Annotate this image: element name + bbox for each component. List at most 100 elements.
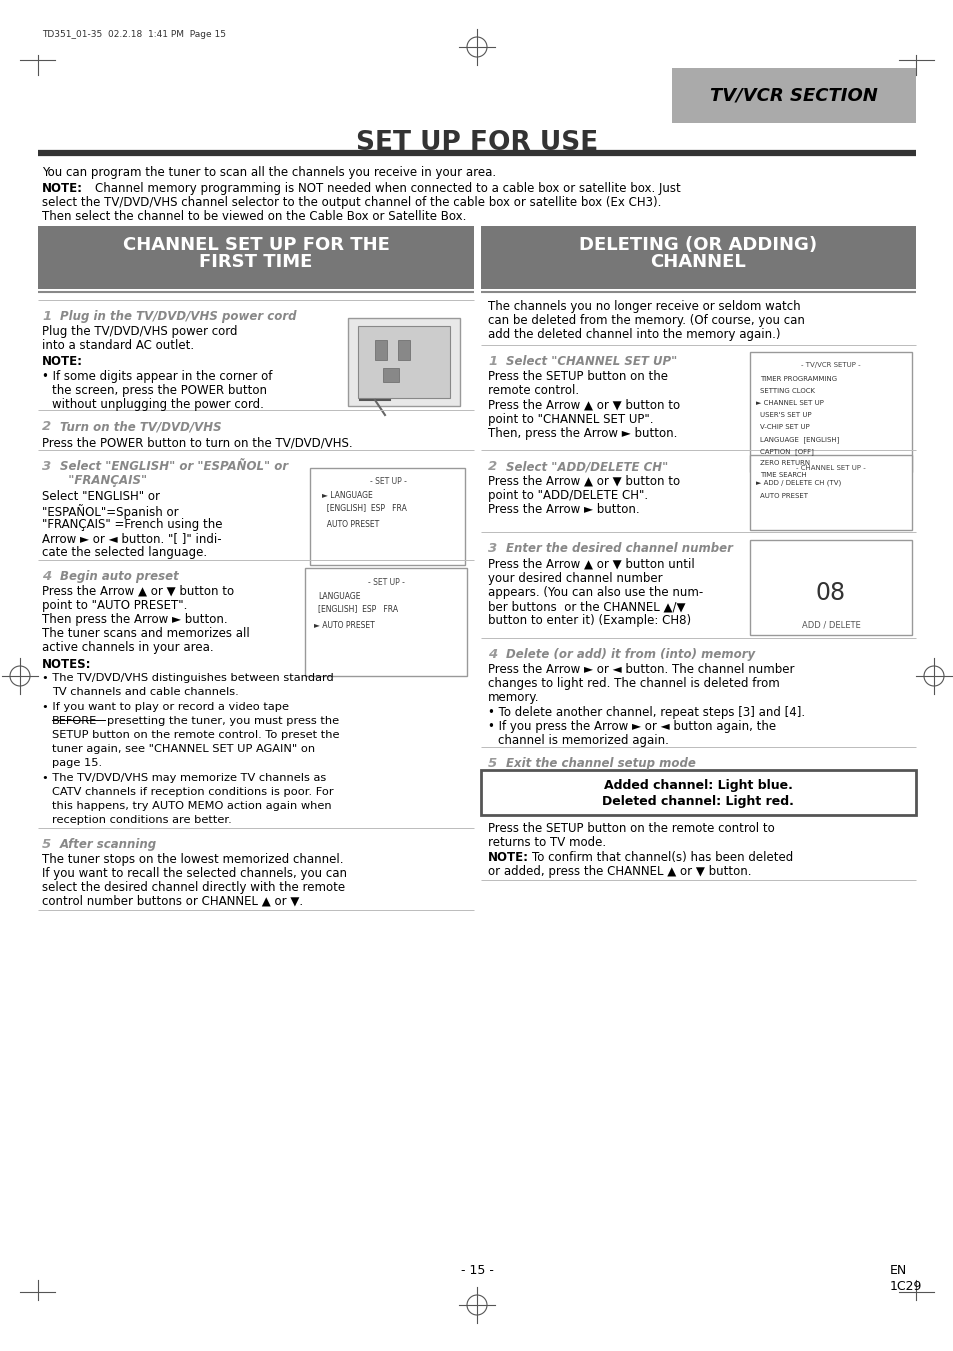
Text: • If some digits appear in the corner of: • If some digits appear in the corner of xyxy=(42,370,273,382)
Text: ber buttons  or the CHANNEL ▲/▼: ber buttons or the CHANNEL ▲/▼ xyxy=(488,600,685,613)
Text: 2: 2 xyxy=(42,420,51,434)
Text: without unplugging the power cord.: without unplugging the power cord. xyxy=(52,399,264,411)
Text: TIME SEARCH: TIME SEARCH xyxy=(760,471,806,478)
Text: NOTE:: NOTE: xyxy=(42,182,83,195)
Text: The tuner stops on the lowest memorized channel.: The tuner stops on the lowest memorized … xyxy=(42,852,343,866)
Text: reception conditions are better.: reception conditions are better. xyxy=(52,815,232,825)
Text: 3: 3 xyxy=(42,459,51,473)
Text: Press the Arrow ▲ or ▼ button until: Press the Arrow ▲ or ▼ button until xyxy=(488,558,694,571)
Text: 1: 1 xyxy=(488,355,497,367)
Bar xyxy=(357,326,450,399)
Bar xyxy=(749,455,911,530)
Text: NOTE:: NOTE: xyxy=(488,851,529,865)
Text: Press the Arrow ▲ or ▼ button to: Press the Arrow ▲ or ▼ button to xyxy=(42,585,233,598)
Text: Delete (or add) it from (into) memory: Delete (or add) it from (into) memory xyxy=(505,648,755,661)
Text: The tuner scans and memorizes all: The tuner scans and memorizes all xyxy=(42,627,250,640)
Text: 3: 3 xyxy=(488,542,497,555)
Text: this happens, try AUTO MEMO action again when: this happens, try AUTO MEMO action again… xyxy=(52,801,332,811)
Text: Then press the Arrow ► button.: Then press the Arrow ► button. xyxy=(42,613,228,626)
Text: Arrow ► or ◄ button. "[ ]" indi-: Arrow ► or ◄ button. "[ ]" indi- xyxy=(42,532,221,544)
Text: [ENGLISH]  ESP   FRA: [ENGLISH] ESP FRA xyxy=(322,503,406,512)
Text: Press the SETUP button on the: Press the SETUP button on the xyxy=(488,370,667,382)
Text: CHANNEL SET UP FOR THE: CHANNEL SET UP FOR THE xyxy=(122,236,389,254)
Text: tuner again, see "CHANNEL SET UP AGAIN" on: tuner again, see "CHANNEL SET UP AGAIN" … xyxy=(52,744,314,754)
Text: changes to light red. The channel is deleted from: changes to light red. The channel is del… xyxy=(488,677,779,690)
Text: Enter the desired channel number: Enter the desired channel number xyxy=(505,542,732,555)
Bar xyxy=(382,367,398,382)
Text: returns to TV mode.: returns to TV mode. xyxy=(488,836,605,848)
Text: active channels in your area.: active channels in your area. xyxy=(42,640,213,654)
Text: BEFORE: BEFORE xyxy=(52,716,97,725)
Text: LANGUAGE: LANGUAGE xyxy=(317,592,360,601)
Text: Select "ENGLISH" or: Select "ENGLISH" or xyxy=(42,490,160,503)
Bar xyxy=(749,353,911,471)
Text: EN: EN xyxy=(889,1263,906,1277)
Text: Press the POWER button to turn on the TV/DVD/VHS.: Press the POWER button to turn on the TV… xyxy=(42,436,353,449)
Text: 2: 2 xyxy=(488,459,497,473)
Text: Select "ENGLISH" or "ESPAÑOL" or: Select "ENGLISH" or "ESPAÑOL" or xyxy=(60,459,288,473)
Text: "FRANÇAIS": "FRANÇAIS" xyxy=(60,474,147,486)
Text: - 15 -: - 15 - xyxy=(460,1263,493,1277)
Text: Press the Arrow ▲ or ▼ button to: Press the Arrow ▲ or ▼ button to xyxy=(488,399,679,412)
Text: Select "CHANNEL SET UP": Select "CHANNEL SET UP" xyxy=(505,355,677,367)
Bar xyxy=(38,226,474,289)
Text: - TV/VCR SETUP -: - TV/VCR SETUP - xyxy=(801,362,860,367)
Text: "FRANÇAIS" =French using the: "FRANÇAIS" =French using the xyxy=(42,517,222,531)
Bar xyxy=(671,68,915,123)
Text: V-CHIP SET UP: V-CHIP SET UP xyxy=(760,424,809,430)
Text: - CHANNEL SET UP -: - CHANNEL SET UP - xyxy=(796,465,865,471)
Text: ► ADD / DELETE CH (TV): ► ADD / DELETE CH (TV) xyxy=(755,480,841,485)
Bar xyxy=(348,317,459,407)
Text: TV/VCR SECTION: TV/VCR SECTION xyxy=(709,86,877,104)
Text: You can program the tuner to scan all the channels you receive in your area.: You can program the tuner to scan all th… xyxy=(42,166,496,178)
Bar xyxy=(749,540,911,635)
Text: Select "ADD/DELETE CH": Select "ADD/DELETE CH" xyxy=(505,459,667,473)
Text: or added, press the CHANNEL ▲ or ▼ button.: or added, press the CHANNEL ▲ or ▼ butto… xyxy=(488,865,751,878)
Text: AUTO PRESET: AUTO PRESET xyxy=(322,520,379,530)
Text: add the deleted channel into the memory again.): add the deleted channel into the memory … xyxy=(488,328,780,340)
Text: into a standard AC outlet.: into a standard AC outlet. xyxy=(42,339,193,353)
Text: 08: 08 xyxy=(815,581,845,605)
Text: SETTING CLOCK: SETTING CLOCK xyxy=(760,388,814,394)
Text: 4: 4 xyxy=(488,648,497,661)
Text: point to "CHANNEL SET UP".: point to "CHANNEL SET UP". xyxy=(488,413,653,426)
Text: 5: 5 xyxy=(42,838,51,851)
Bar xyxy=(305,567,467,676)
Text: ► LANGUAGE: ► LANGUAGE xyxy=(322,490,373,500)
Text: TD351_01-35  02.2.18  1:41 PM  Page 15: TD351_01-35 02.2.18 1:41 PM Page 15 xyxy=(42,30,226,39)
Text: • If you want to play or record a video tape: • If you want to play or record a video … xyxy=(42,703,289,712)
Text: point to "AUTO PRESET".: point to "AUTO PRESET". xyxy=(42,598,187,612)
Text: AUTO PRESET: AUTO PRESET xyxy=(760,493,807,499)
Text: presetting the tuner, you must press the: presetting the tuner, you must press the xyxy=(107,716,338,725)
Text: USER'S SET UP: USER'S SET UP xyxy=(760,412,811,417)
Text: button to enter it) (Example: CH8): button to enter it) (Example: CH8) xyxy=(488,613,690,627)
Text: Plug in the TV/DVD/VHS power cord: Plug in the TV/DVD/VHS power cord xyxy=(60,309,296,323)
Text: DELETING (OR ADDING): DELETING (OR ADDING) xyxy=(578,236,816,254)
Text: the screen, press the POWER button: the screen, press the POWER button xyxy=(52,384,267,397)
Text: After scanning: After scanning xyxy=(60,838,157,851)
Text: • If you press the Arrow ► or ◄ button again, the: • If you press the Arrow ► or ◄ button a… xyxy=(488,720,776,734)
Text: Press the Arrow ► or ◄ button. The channel number: Press the Arrow ► or ◄ button. The chann… xyxy=(488,663,794,676)
Text: "ESPAÑOL"=Spanish or: "ESPAÑOL"=Spanish or xyxy=(42,504,178,519)
Text: 1C29: 1C29 xyxy=(889,1279,922,1293)
Bar xyxy=(397,340,410,359)
Text: your desired channel number: your desired channel number xyxy=(488,571,662,585)
Text: To confirm that channel(s) has been deleted: To confirm that channel(s) has been dele… xyxy=(532,851,792,865)
Text: [ENGLISH]  ESP   FRA: [ENGLISH] ESP FRA xyxy=(317,604,397,613)
Text: • To delete another channel, repeat steps [3] and [4].: • To delete another channel, repeat step… xyxy=(488,707,804,719)
Text: appears. (You can also use the num-: appears. (You can also use the num- xyxy=(488,586,702,598)
Text: Press the Arrow ▲ or ▼ button to: Press the Arrow ▲ or ▼ button to xyxy=(488,476,679,488)
Text: • The TV/DVD/VHS distinguishes between standard: • The TV/DVD/VHS distinguishes between s… xyxy=(42,673,334,684)
Text: Exit the channel setup mode: Exit the channel setup mode xyxy=(505,757,695,770)
Text: The channels you no longer receive or seldom watch: The channels you no longer receive or se… xyxy=(488,300,800,313)
Text: • The TV/DVD/VHS may memorize TV channels as: • The TV/DVD/VHS may memorize TV channel… xyxy=(42,773,326,784)
Text: Then, press the Arrow ► button.: Then, press the Arrow ► button. xyxy=(488,427,677,440)
Text: 4: 4 xyxy=(42,570,51,584)
Text: cate the selected language.: cate the selected language. xyxy=(42,546,207,559)
Text: If you want to recall the selected channels, you can: If you want to recall the selected chann… xyxy=(42,867,347,880)
Text: memory.: memory. xyxy=(488,690,539,704)
Text: channel is memorized again.: channel is memorized again. xyxy=(497,734,668,747)
Text: Then select the channel to be viewed on the Cable Box or Satellite Box.: Then select the channel to be viewed on … xyxy=(42,209,466,223)
Bar xyxy=(480,770,915,815)
Text: CHANNEL: CHANNEL xyxy=(649,253,745,272)
